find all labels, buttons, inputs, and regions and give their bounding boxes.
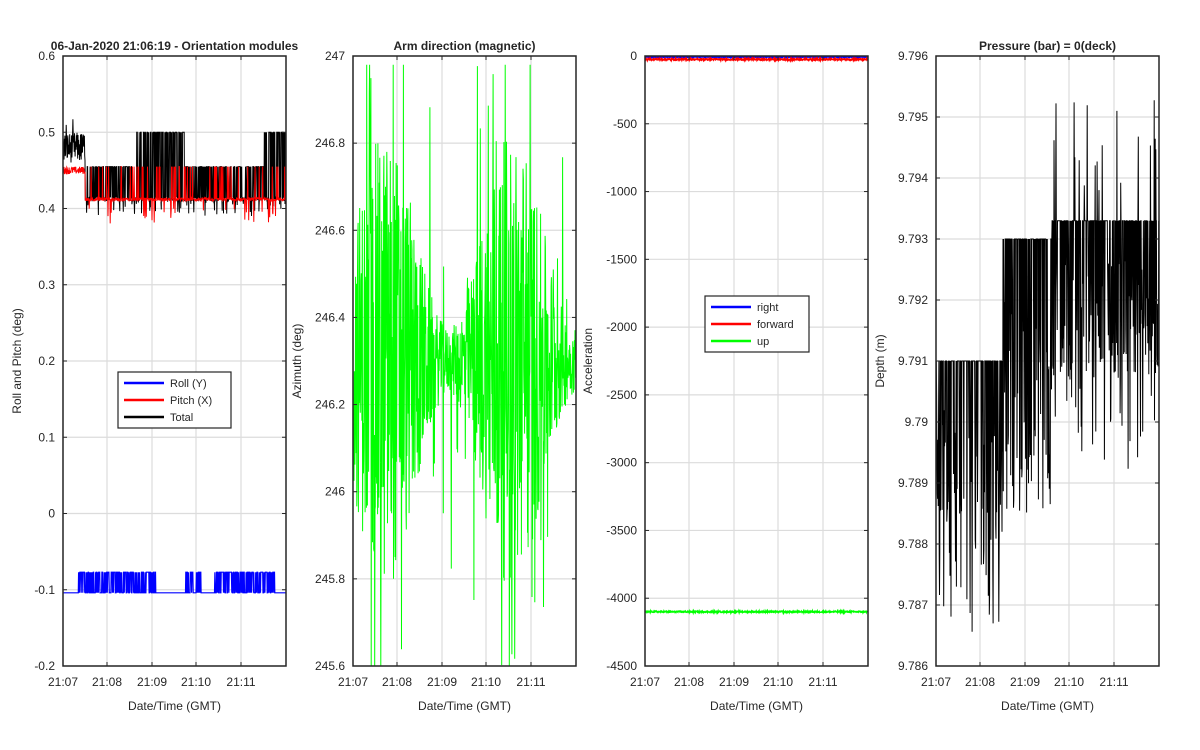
axes-box: [644, 55, 869, 667]
y-tick-label: -4500: [606, 659, 637, 673]
y-tick-label: 9.794: [898, 171, 928, 185]
x-tick-label: 21:11: [808, 675, 837, 689]
series-line-pitch-x: [63, 165, 286, 224]
y-tick-label: 9.795: [898, 110, 928, 124]
legend: Roll (Y) Pitch (X) Total: [117, 371, 232, 429]
series-group: [63, 119, 286, 594]
x-tick-label: 21:10: [1054, 675, 1084, 689]
y-tick-label: -2500: [606, 388, 637, 402]
x-tick-label: 21:09: [137, 675, 167, 689]
chart-panel-4: 9.786 9.787 9.788 9.789 9.79 9.791 9.792 9.793 9…: [873, 39, 1160, 713]
y-tick-label: -0.1: [34, 583, 55, 597]
x-tick-label: 21:10: [763, 675, 793, 689]
chart-title: Arm direction (magnetic): [393, 39, 535, 53]
x-tick-label: 21:07: [48, 675, 78, 689]
y-tick-label: 246.6: [315, 223, 345, 237]
y-tick-label: 9.791: [898, 354, 928, 368]
x-axis-label: Date/Time (GMT): [128, 699, 221, 713]
y-tick-label: 0.1: [38, 430, 55, 444]
y-tick-label: -2000: [606, 320, 637, 334]
y-axis-label: Acceleration: [581, 328, 595, 394]
chart-title: 06-Jan-2020 21:06:19 - Orientation modul…: [51, 39, 299, 53]
y-tick-label: 0.3: [38, 278, 55, 292]
x-tick-label: 21:08: [674, 675, 704, 689]
y-tick-label: 9.796: [898, 49, 928, 63]
x-tick-label: 21:09: [719, 675, 749, 689]
y-tick-label: 245.6: [315, 659, 345, 673]
chart-panel-1: -0.2 -0.1 0 0.1 0.2 0.3 0.4 0.5 0.6 21:07 21:08 21:…: [10, 39, 299, 713]
y-axis-label: Azimuth (deg): [290, 324, 304, 399]
y-tick-label: 9.786: [898, 659, 928, 673]
series-group: [353, 64, 576, 666]
y-tick-label: -4000: [606, 591, 637, 605]
y-tick-label: 0: [48, 507, 55, 521]
y-tick-label: -1500: [606, 252, 637, 266]
x-tick-label: 21:10: [471, 675, 501, 689]
series-line-data-1: [936, 100, 1159, 632]
axes-box: [352, 55, 577, 667]
y-tick-label: 246.4: [315, 310, 345, 324]
y-tick-label: 247: [325, 49, 345, 63]
y-tick-label: 245.8: [315, 572, 345, 586]
chart-panel-2: 245.6 245.8 246 246.2 246.4 246.6 246.8 247 21:0…: [290, 39, 577, 713]
y-axis-label: Roll and Pitch (deg): [10, 308, 24, 413]
x-tick-label: 21:07: [338, 675, 368, 689]
y-tick-label: -3000: [606, 456, 637, 470]
y-axis-label: Depth (m): [873, 334, 887, 387]
legend-entry-label: Pitch (X): [170, 395, 212, 407]
series-group: [936, 100, 1159, 632]
y-tick-label: 9.789: [898, 476, 928, 490]
legend-entry-label: Total: [170, 412, 193, 424]
x-tick-label: 21:09: [1010, 675, 1040, 689]
y-tick-label: -1000: [606, 185, 637, 199]
legend: right forward up: [704, 295, 810, 353]
chart-title: Pressure (bar) = 0(deck): [979, 39, 1116, 53]
plot-area: [645, 56, 868, 666]
x-tick-label: 21:08: [965, 675, 995, 689]
y-tick-label: 0.2: [38, 354, 55, 368]
x-tick-label: 21:08: [382, 675, 412, 689]
series-line-up: [645, 608, 868, 616]
series-line-data-1: [353, 64, 576, 666]
x-axis-label: Date/Time (GMT): [1001, 699, 1094, 713]
x-tick-label: 21:10: [181, 675, 211, 689]
y-tick-label: 0.4: [38, 202, 55, 216]
series-line-roll-y: [63, 571, 286, 594]
y-tick-label: 9.787: [898, 598, 928, 612]
legend-entry-label: Roll (Y): [170, 378, 207, 390]
x-tick-label: 21:07: [630, 675, 660, 689]
x-axis-label: Date/Time (GMT): [418, 699, 511, 713]
y-tick-label: 246: [325, 485, 345, 499]
x-tick-label: 21:11: [516, 675, 545, 689]
y-tick-label: 0: [630, 49, 637, 63]
y-tick-label: 246.8: [315, 136, 345, 150]
legend-entry-label: forward: [757, 319, 794, 331]
y-tick-label: 0.6: [38, 49, 55, 63]
y-tick-label: 246.2: [315, 398, 345, 412]
y-tick-label: 9.793: [898, 232, 928, 246]
x-tick-label: 21:11: [1099, 675, 1128, 689]
legend-entry-label: right: [757, 302, 778, 314]
y-tick-label: 9.79: [905, 415, 929, 429]
y-tick-label: -3500: [606, 523, 637, 537]
y-tick-label: -500: [613, 117, 637, 131]
x-tick-label: 21:11: [226, 675, 255, 689]
y-tick-label: 0.5: [38, 125, 55, 139]
chart-panel-3: -4500 -4000 -3500 -3000 -2500 -2000 -1500 -1000…: [581, 49, 869, 713]
x-axis-label: Date/Time (GMT): [710, 699, 803, 713]
x-tick-label: 21:08: [92, 675, 122, 689]
y-tick-label: -0.2: [34, 659, 55, 673]
legend-entry-label: up: [757, 336, 769, 348]
series-line-forward: [645, 56, 868, 64]
y-tick-label: 9.792: [898, 293, 928, 307]
x-tick-label: 21:07: [921, 675, 951, 689]
y-tick-label: 9.788: [898, 537, 928, 551]
x-tick-label: 21:09: [427, 675, 457, 689]
